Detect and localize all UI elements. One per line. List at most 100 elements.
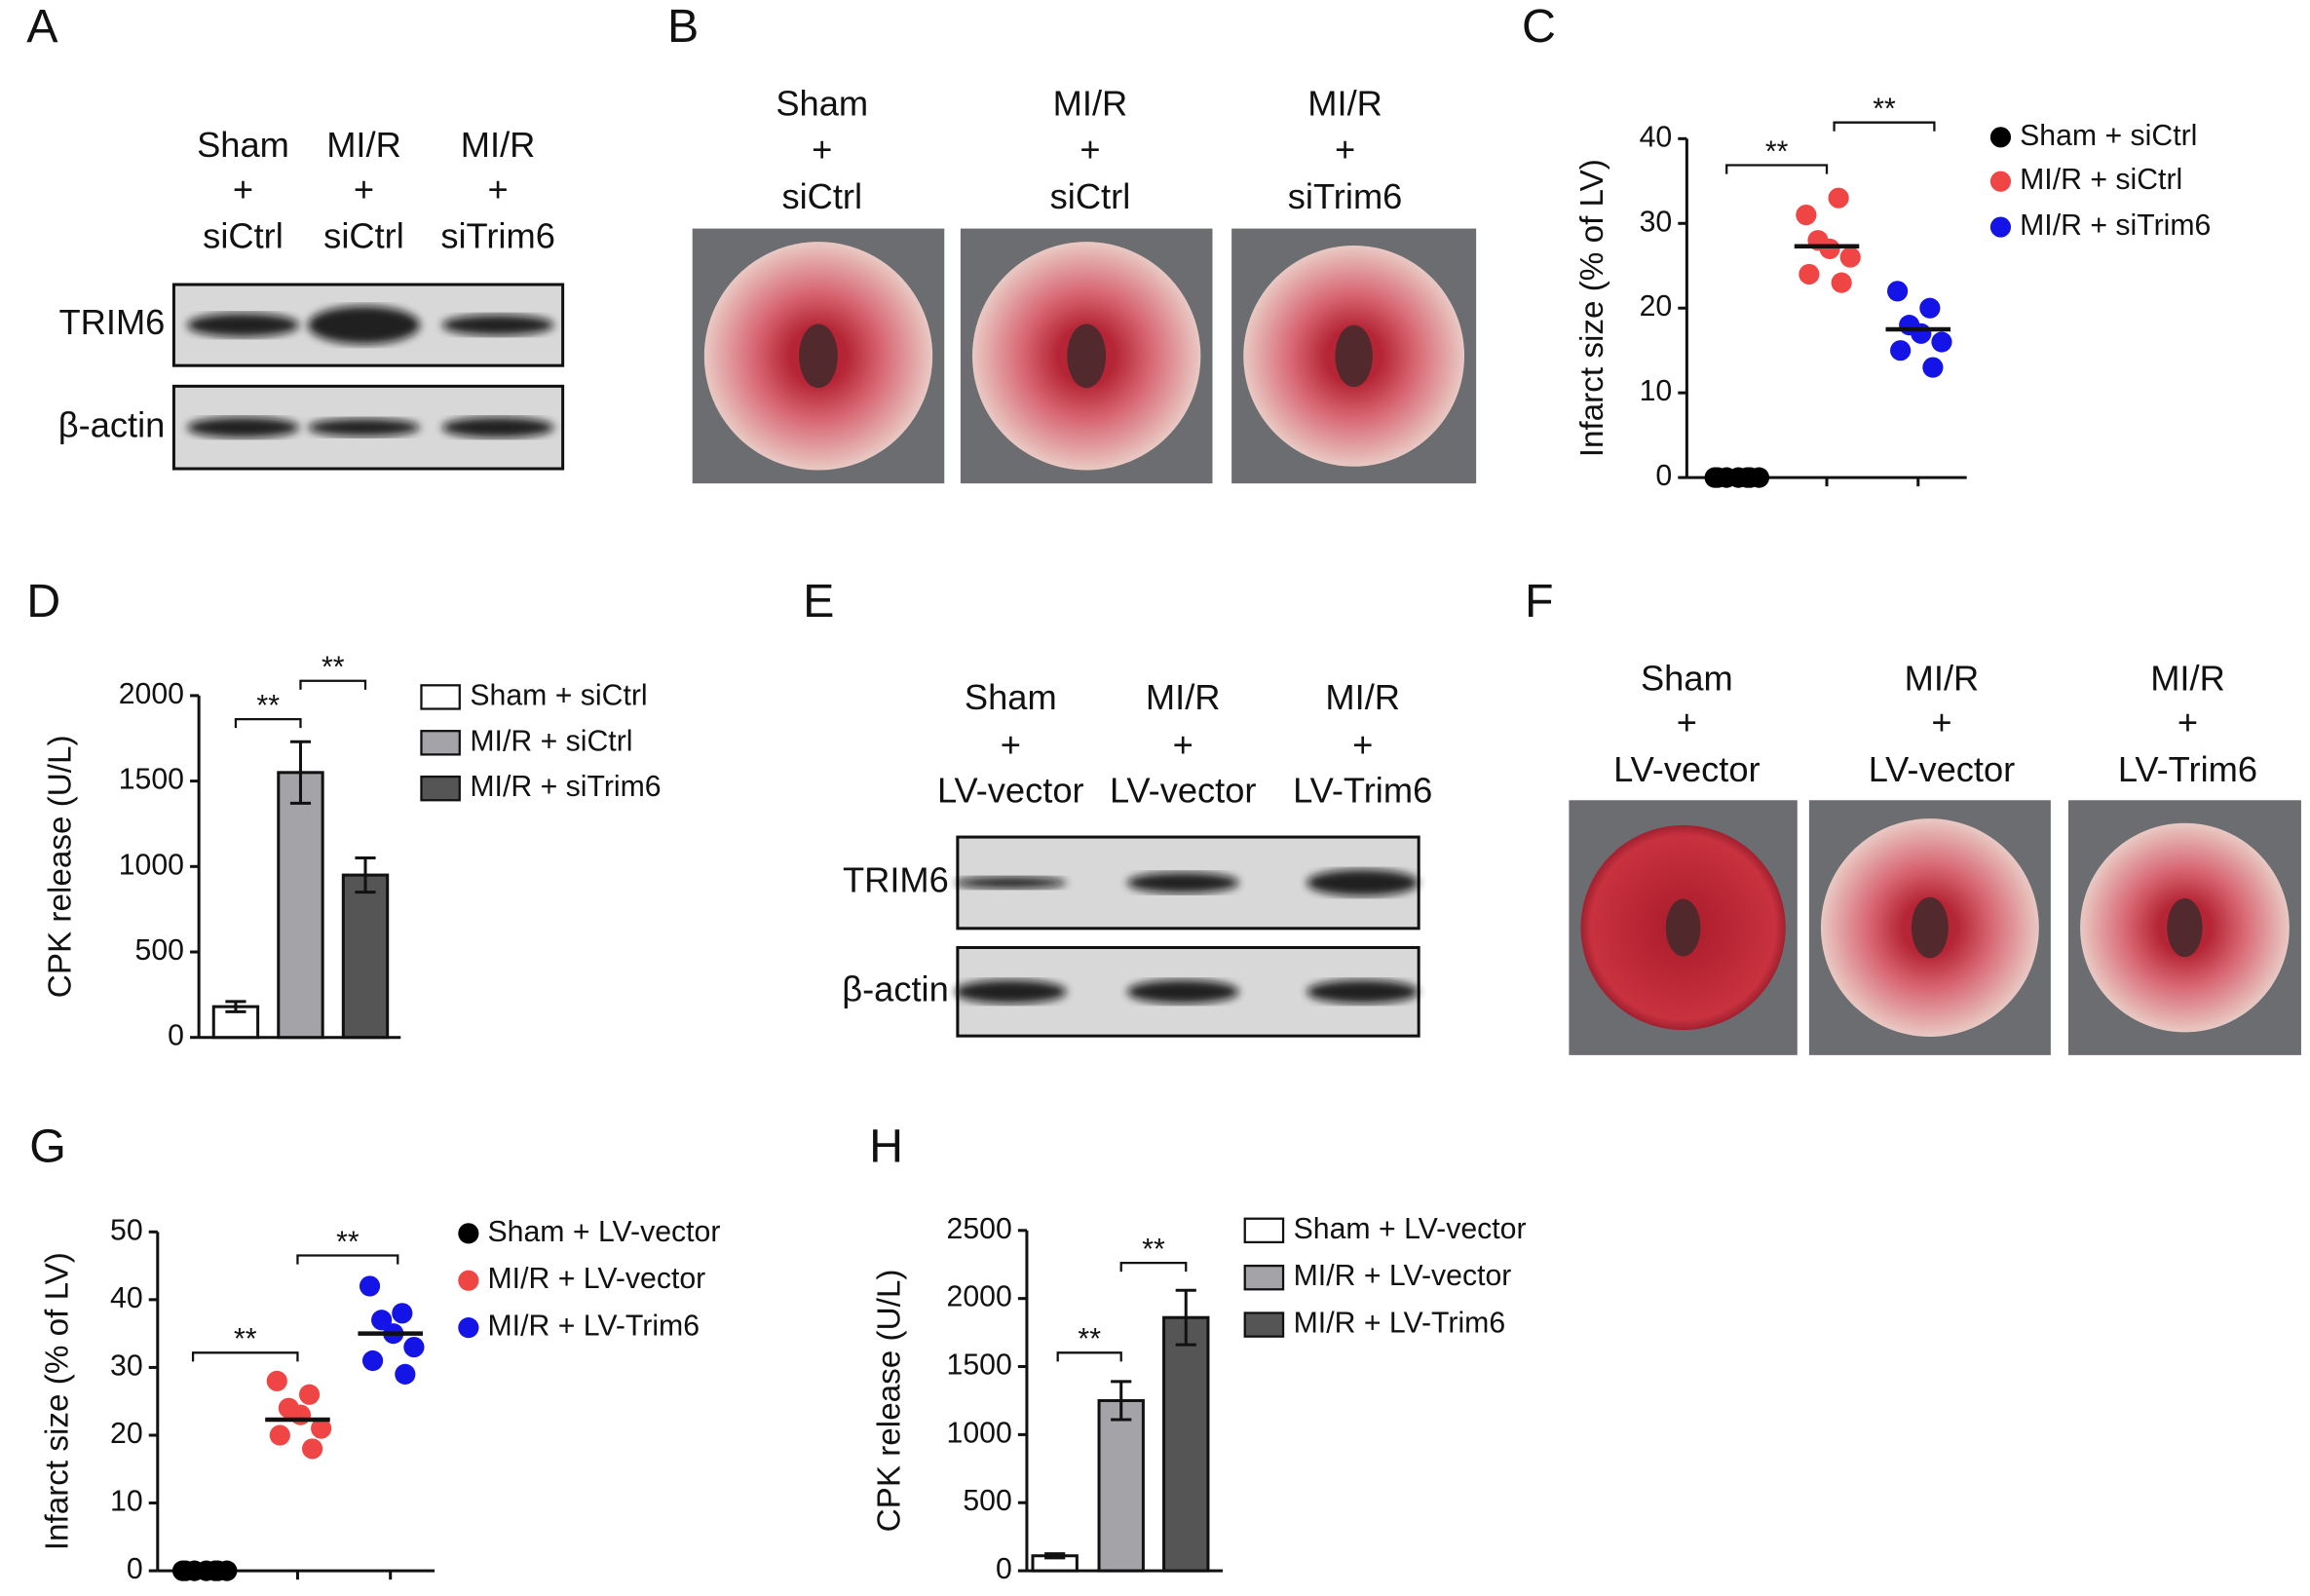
band bbox=[1126, 872, 1239, 893]
y-tick-label: 0 bbox=[1655, 460, 1672, 492]
column-label: MI/R bbox=[326, 125, 401, 165]
y-tick-label: 1000 bbox=[119, 849, 184, 881]
legend-swatch bbox=[420, 775, 461, 802]
column-label: LV-Trim6 bbox=[1293, 770, 1432, 810]
dot bbox=[266, 1370, 287, 1391]
column-label: + bbox=[1001, 724, 1021, 764]
legend-marker bbox=[458, 1223, 479, 1244]
y-axis-label: Infarct size (% of LV) bbox=[1574, 159, 1610, 457]
significance: ** bbox=[1765, 135, 1789, 168]
column-label: Sham bbox=[776, 84, 868, 124]
dot bbox=[208, 1560, 229, 1581]
y-axis-label: CPK release (U/L) bbox=[42, 735, 78, 998]
y-tick-label: 0 bbox=[168, 1020, 184, 1052]
dot bbox=[1799, 263, 1820, 285]
y-tick-label: 40 bbox=[1640, 121, 1673, 153]
dot bbox=[395, 1363, 416, 1385]
legend-label: MI/R + siTrim6 bbox=[2020, 209, 2211, 242]
bar bbox=[277, 771, 324, 1040]
dot bbox=[1819, 238, 1840, 259]
legend-label: Sham + siCtrl bbox=[470, 679, 647, 711]
column-label: MI/R bbox=[461, 125, 536, 165]
bracket bbox=[1119, 1261, 1188, 1273]
dot bbox=[359, 1275, 381, 1297]
y-tick-label: 10 bbox=[1640, 375, 1673, 407]
dot bbox=[1707, 467, 1728, 488]
row-label: β-actin bbox=[842, 969, 949, 1008]
y-tick-label: 20 bbox=[110, 1418, 143, 1450]
dot bbox=[1831, 272, 1852, 293]
column-label: + bbox=[1677, 703, 1697, 742]
significance: ** bbox=[1873, 94, 1896, 126]
bar bbox=[1162, 1315, 1210, 1573]
y-tick-label: 30 bbox=[1640, 206, 1673, 238]
legend-swatch bbox=[1243, 1217, 1285, 1244]
bracket bbox=[1056, 1351, 1122, 1362]
column-label: siCtrl bbox=[323, 216, 404, 256]
lumen bbox=[2167, 898, 2203, 958]
column-label: siCtrl bbox=[203, 216, 284, 256]
y-tick-label: 500 bbox=[963, 1485, 1011, 1517]
y-tick-label: 1500 bbox=[119, 764, 184, 796]
row-label: TRIM6 bbox=[59, 302, 166, 342]
error-bar bbox=[225, 1000, 246, 1013]
dot bbox=[289, 1404, 312, 1425]
dot bbox=[371, 1310, 393, 1331]
bar bbox=[1097, 1398, 1145, 1573]
column-label: Sham bbox=[1641, 658, 1733, 698]
significance: ** bbox=[322, 652, 345, 684]
legend-swatch bbox=[420, 684, 461, 710]
lumen bbox=[1067, 323, 1107, 389]
dot bbox=[1887, 281, 1909, 302]
bracket bbox=[296, 1254, 399, 1265]
dot bbox=[269, 1425, 290, 1446]
column-label: Sham bbox=[965, 677, 1057, 717]
column-label: MI/R bbox=[1053, 84, 1128, 124]
error-bar bbox=[1044, 1552, 1066, 1560]
lumen bbox=[1335, 324, 1373, 388]
y-tick-label: 1500 bbox=[947, 1349, 1012, 1382]
bracket bbox=[234, 717, 302, 729]
y-tick-label: 30 bbox=[110, 1349, 143, 1382]
dot bbox=[1890, 340, 1912, 361]
lumen bbox=[799, 323, 838, 389]
dot bbox=[1911, 323, 1932, 344]
error-bar bbox=[355, 856, 376, 894]
legend-label: Sham + siCtrl bbox=[2020, 120, 2197, 152]
legend-label: MI/R + LV-vector bbox=[488, 1263, 706, 1295]
y-tick-label: 500 bbox=[135, 934, 184, 967]
error-bar bbox=[289, 740, 312, 805]
legend-swatch bbox=[1243, 1264, 1285, 1291]
legend-marker bbox=[458, 1270, 479, 1291]
column-label: + bbox=[1335, 130, 1355, 170]
dot bbox=[403, 1336, 425, 1358]
y-tick-label: 10 bbox=[110, 1486, 143, 1518]
legend-label: MI/R + LV-Trim6 bbox=[1294, 1308, 1506, 1340]
panel-label: A bbox=[26, 0, 58, 53]
column-label: siTrim6 bbox=[1288, 176, 1403, 216]
legend-label: Sham + LV-vector bbox=[488, 1216, 721, 1248]
y-tick-label: 2000 bbox=[947, 1281, 1012, 1313]
column-label: + bbox=[1931, 703, 1951, 742]
column-label: LV-vector bbox=[1869, 749, 2016, 789]
column-label: MI/R bbox=[2150, 658, 2225, 698]
dot bbox=[298, 1384, 321, 1405]
significance: ** bbox=[336, 1226, 360, 1258]
y-tick-label: 0 bbox=[996, 1553, 1012, 1585]
bar bbox=[341, 873, 390, 1040]
legend-label: Sham + LV-vector bbox=[1294, 1213, 1527, 1245]
legend-marker bbox=[1989, 127, 2012, 148]
panel-label: H bbox=[869, 1120, 903, 1172]
dot bbox=[1919, 297, 1941, 319]
band bbox=[954, 876, 1067, 889]
row-label: β-actin bbox=[58, 404, 166, 444]
y-tick-label: 2000 bbox=[119, 678, 184, 710]
column-label: LV-vector bbox=[937, 770, 1084, 810]
panel-label: E bbox=[803, 575, 834, 627]
significance: ** bbox=[1142, 1234, 1165, 1266]
panel-label: G bbox=[29, 1120, 66, 1172]
panel-label: F bbox=[1525, 575, 1554, 627]
dot bbox=[361, 1349, 384, 1372]
row-label: TRIM6 bbox=[843, 860, 949, 900]
band bbox=[1306, 869, 1420, 896]
